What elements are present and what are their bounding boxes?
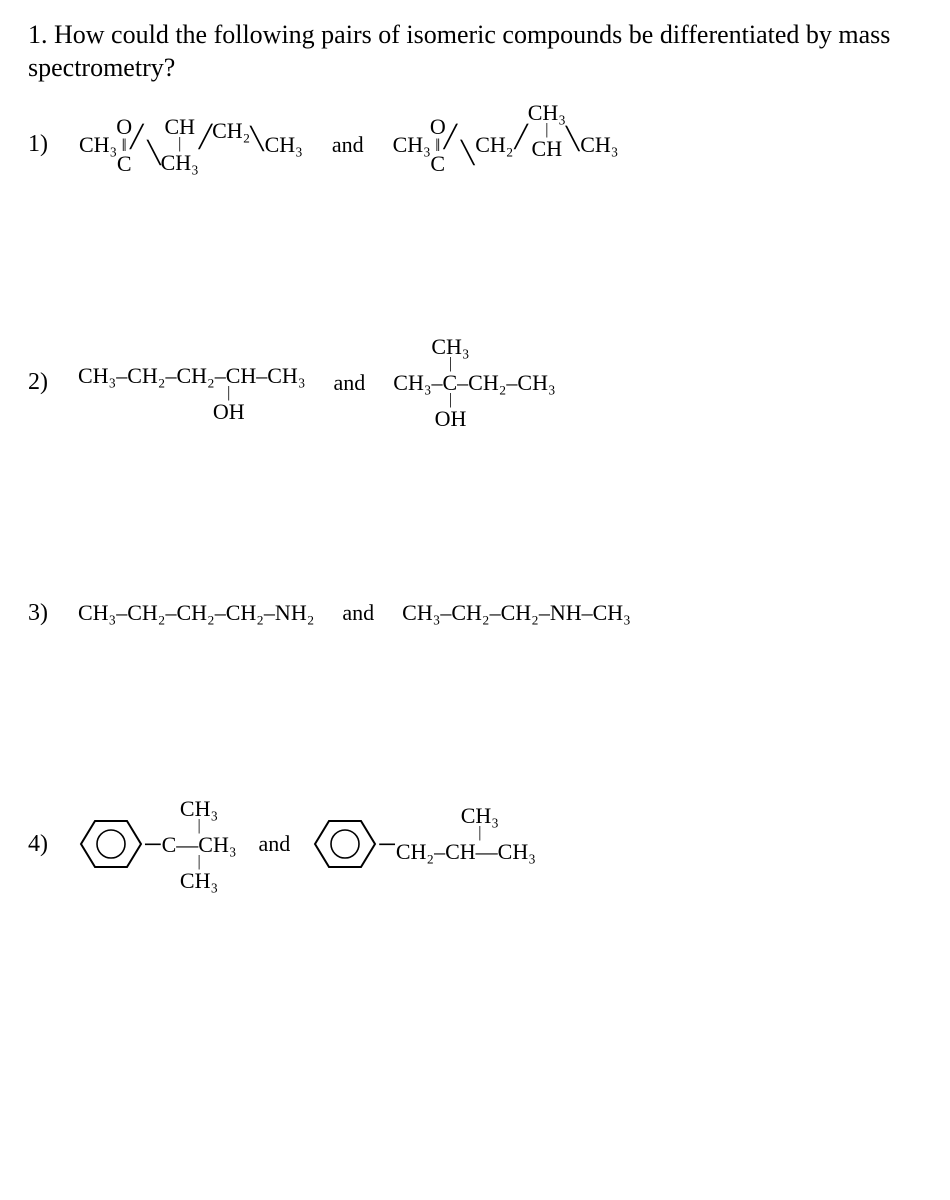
and-4: and <box>259 831 291 857</box>
problem-2-pair: CH₃–CH₂–CH₂–CH–CH₃ | OH and CH₃ | CH₃–C–… <box>78 335 556 430</box>
page: 1. How could the following pairs of isom… <box>0 0 950 892</box>
problems-list: 1) CH₃ O ‖ C ╱ ╲ CH | CH₃ <box>28 115 922 892</box>
bd: ╲ <box>461 140 474 166</box>
problem-4: 4) ─ CH₃ | C—CH₃ | CH₃ <box>28 797 922 892</box>
problem-4-pair: ─ CH₃ | C—CH₃ | CH₃ and <box>78 797 536 892</box>
vbt: | <box>449 358 452 371</box>
ch-branch2: CH₃ | CH <box>528 101 566 160</box>
p4-left: ─ CH₃ | C—CH₃ | CH₃ <box>78 797 237 892</box>
vbb: | <box>449 394 452 407</box>
txt: CH₃ <box>392 132 432 158</box>
tert-butyl: CH₃ | C—CH₃ | CH₃ <box>162 797 237 892</box>
dbl: ‖ <box>435 138 440 152</box>
v: | <box>478 827 481 840</box>
problem-3-label: 3) <box>28 600 78 627</box>
oh: OH <box>213 400 245 423</box>
question-text: 1. How could the following pairs of isom… <box>28 18 922 85</box>
m: CH₂–CH—CH₃ <box>396 840 536 863</box>
ch3: CH₃ <box>161 151 199 174</box>
ch2: CH₂ <box>212 119 250 142</box>
end: CH₃ <box>264 132 304 158</box>
benzene-icon-2 <box>312 815 378 873</box>
ch: CH <box>532 137 563 160</box>
end: CH₃ <box>579 132 619 158</box>
dbl: ‖ <box>122 138 127 152</box>
txt: CH₃ <box>78 132 118 158</box>
main: CH₃–C–CH₂–CH₃ <box>393 371 555 394</box>
bond-up: ╱ <box>130 124 143 150</box>
ch2: CH₂ <box>474 132 514 158</box>
c: C <box>430 152 445 175</box>
and-3: and <box>342 600 374 626</box>
p2-right: CH₃ | CH₃–C–CH₂–CH₃ | OH <box>393 335 555 430</box>
t: CH₂ <box>212 119 250 142</box>
bd2: ╲ <box>566 126 579 152</box>
bond: ─ <box>144 831 162 857</box>
problem-1-label: 1) <box>28 131 78 158</box>
main: CH₃–CH₂–CH₂–CH–CH₃ <box>78 364 306 387</box>
p3-left: CH₃–CH₂–CH₂–CH₂–NH₂ <box>78 600 314 626</box>
p2-left: CH₃–CH₂–CH₂–CH–CH₃ | OH <box>78 342 306 423</box>
bu: ╱ <box>444 124 457 150</box>
b: CH₃ <box>180 869 218 892</box>
problem-2: 2) CH₃–CH₂–CH₂–CH–CH₃ | OH and CH₃ | CH₃… <box>28 335 922 430</box>
problem-3: 3) CH₃–CH₂–CH₂–CH₂–NH₂ and CH₃–CH₂–CH₂–N… <box>28 600 922 627</box>
problem-1: 1) CH₃ O ‖ C ╱ ╲ CH | CH₃ <box>28 115 922 176</box>
p1-right: CH₃ O ‖ C ╱ ╲ CH₂ ╱ CH₃ | CH <box>392 115 620 176</box>
oh: OH <box>435 407 467 430</box>
p4-right: ─ CH₃ | CH₂–CH—CH₃ <box>312 804 536 885</box>
problem-2-label: 2) <box>28 369 78 396</box>
and-1: and <box>332 132 364 158</box>
v1: | <box>197 820 200 833</box>
bond-dn: ╲ <box>147 140 160 166</box>
bu2: ╱ <box>514 124 527 150</box>
ch-branch: CH | CH₃ <box>161 115 199 174</box>
and-2: and <box>334 370 366 396</box>
problem-3-pair: CH₃–CH₂–CH₂–CH₂–NH₂ and CH₃–CH₂–CH₂–NH–C… <box>78 600 631 626</box>
bond-up2: ╱ <box>199 124 212 150</box>
v2: | <box>197 856 200 869</box>
isobutyl: CH₃ | CH₂–CH—CH₃ <box>396 804 536 885</box>
bond-dn2: ╲ <box>250 126 263 152</box>
problem-4-label: 4) <box>28 831 78 858</box>
bond: ─ <box>378 831 396 857</box>
benzene-icon <box>78 815 144 873</box>
p3-right: CH₃–CH₂–CH₂–NH–CH₃ <box>402 600 631 626</box>
problem-1-pair: CH₃ O ‖ C ╱ ╲ CH | CH₃ ╱ <box>78 115 619 176</box>
p1-left: CH₃ O ‖ C ╱ ╲ CH | CH₃ ╱ <box>78 115 304 176</box>
c: C <box>117 152 132 175</box>
